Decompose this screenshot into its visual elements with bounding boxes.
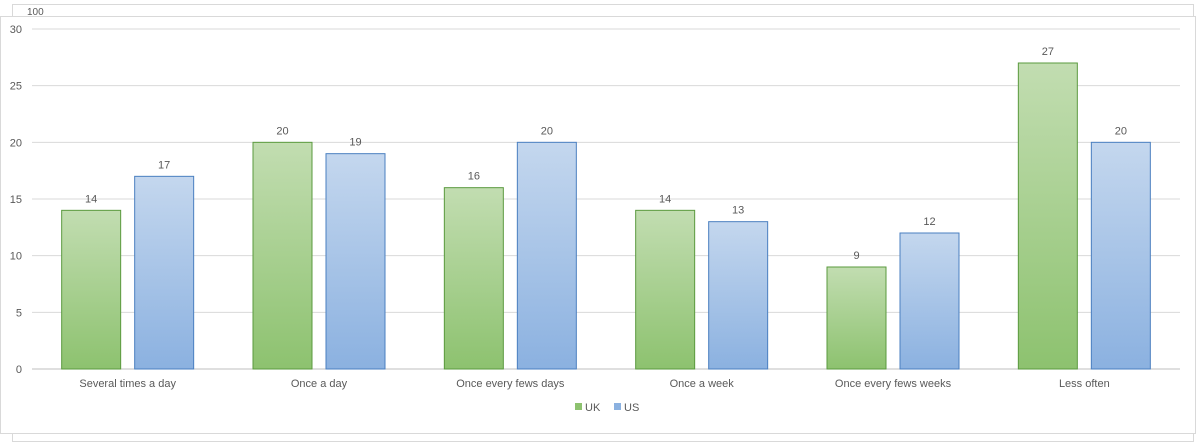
x-axis: Several times a day Once a day Once every … bbox=[79, 378, 1109, 390]
bar-us bbox=[325, 153, 386, 370]
y-tick-label: 20 bbox=[10, 137, 22, 149]
x-category-label: Several times a day bbox=[79, 378, 176, 390]
data-label: 20 bbox=[1115, 125, 1127, 137]
x-category-label: Once every fews days bbox=[456, 378, 565, 390]
bar-us bbox=[1090, 141, 1151, 370]
y-tick-label: 5 bbox=[16, 307, 22, 319]
bar-us bbox=[899, 232, 960, 370]
bar-uk bbox=[1017, 62, 1078, 370]
data-label: 12 bbox=[923, 216, 935, 228]
data-label: 20 bbox=[276, 125, 288, 137]
bar-uk bbox=[61, 209, 122, 370]
y-tick-label: 30 bbox=[10, 24, 22, 36]
legend-swatch-us bbox=[614, 403, 621, 410]
data-label: 13 bbox=[732, 205, 744, 217]
bar-us bbox=[134, 175, 195, 370]
legend-label: UK bbox=[585, 402, 601, 414]
bar-uk bbox=[252, 141, 313, 370]
bar-uk bbox=[826, 266, 887, 370]
y-tick-label: 0 bbox=[16, 364, 22, 376]
bar-uk bbox=[635, 209, 696, 370]
bar-us bbox=[516, 141, 577, 370]
x-category-label: Once a week bbox=[670, 378, 735, 390]
data-label: 19 bbox=[349, 137, 361, 149]
y-tick-label: 15 bbox=[10, 194, 22, 206]
data-labels: 14 17 20 19 16 20 14 13 9 12 27 20 bbox=[85, 46, 1127, 262]
background-chart-axis-label: 100 bbox=[27, 8, 44, 18]
data-label: 9 bbox=[853, 250, 859, 262]
x-category-label: Once every fews weeks bbox=[835, 378, 952, 390]
data-label: 27 bbox=[1042, 46, 1054, 58]
y-axis: 0 5 10 15 20 25 30 bbox=[10, 24, 22, 376]
bar-uk bbox=[443, 187, 504, 370]
gridlines bbox=[32, 28, 1180, 370]
data-label: 17 bbox=[158, 159, 170, 171]
bar-us bbox=[708, 221, 769, 370]
bars bbox=[61, 62, 1151, 370]
legend: UK US bbox=[575, 402, 639, 414]
legend-label: US bbox=[624, 402, 639, 414]
data-label: 20 bbox=[541, 125, 553, 137]
y-tick-label: 10 bbox=[10, 251, 22, 263]
data-label: 14 bbox=[659, 193, 671, 205]
data-label: 16 bbox=[468, 171, 480, 183]
y-tick-label: 25 bbox=[10, 81, 22, 93]
x-category-label: Less often bbox=[1059, 378, 1110, 390]
x-category-label: Once a day bbox=[291, 378, 348, 390]
legend-swatch-uk bbox=[575, 403, 582, 410]
data-label: 14 bbox=[85, 193, 97, 205]
